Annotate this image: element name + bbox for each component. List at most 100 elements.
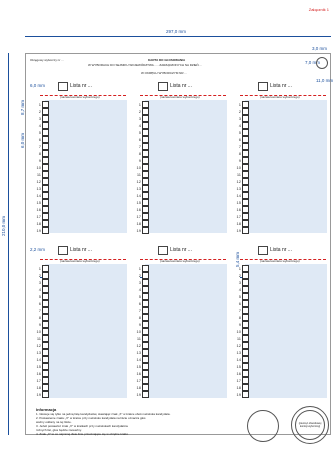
candidate-checkbox[interactable] xyxy=(142,108,149,115)
candidate-checkbox[interactable] xyxy=(142,265,149,272)
candidate-checkbox[interactable] xyxy=(142,384,149,391)
candidate-checkbox[interactable] xyxy=(42,171,49,178)
candidate-checkbox[interactable] xyxy=(42,356,49,363)
candidate-checkbox[interactable] xyxy=(242,101,249,108)
candidate-checkbox[interactable] xyxy=(42,122,49,129)
candidate-checkbox[interactable] xyxy=(142,363,149,370)
candidate-checkbox[interactable] xyxy=(142,370,149,377)
candidate-checkbox[interactable] xyxy=(142,293,149,300)
candidate-checkbox[interactable] xyxy=(242,206,249,213)
candidate-checkbox[interactable] xyxy=(142,136,149,143)
candidate-checkbox[interactable] xyxy=(242,293,249,300)
candidate-checkbox[interactable] xyxy=(142,101,149,108)
candidate-checkbox[interactable] xyxy=(242,342,249,349)
candidate-checkbox[interactable] xyxy=(242,157,249,164)
candidate-checkbox[interactable] xyxy=(42,279,49,286)
candidate-checkbox[interactable] xyxy=(242,384,249,391)
candidate-checkbox[interactable] xyxy=(42,192,49,199)
candidate-checkbox[interactable] xyxy=(42,370,49,377)
candidate-checkbox[interactable] xyxy=(242,328,249,335)
candidate-checkbox[interactable] xyxy=(242,286,249,293)
candidate-checkbox[interactable] xyxy=(142,192,149,199)
candidate-checkbox[interactable] xyxy=(142,150,149,157)
candidate-checkbox[interactable] xyxy=(42,157,49,164)
candidate-checkbox[interactable] xyxy=(242,171,249,178)
candidate-checkbox[interactable] xyxy=(42,150,49,157)
candidate-checkbox[interactable] xyxy=(42,384,49,391)
candidate-checkbox[interactable] xyxy=(242,349,249,356)
candidate-checkbox[interactable] xyxy=(42,227,49,234)
candidate-checkbox[interactable] xyxy=(242,143,249,150)
candidate-checkbox[interactable] xyxy=(42,143,49,150)
candidate-checkbox[interactable] xyxy=(242,192,249,199)
candidate-checkbox[interactable] xyxy=(142,321,149,328)
candidate-checkbox[interactable] xyxy=(142,307,149,314)
candidate-checkbox[interactable] xyxy=(142,286,149,293)
candidate-checkbox[interactable] xyxy=(142,178,149,185)
candidate-checkbox[interactable] xyxy=(242,363,249,370)
candidate-checkbox[interactable] xyxy=(242,122,249,129)
candidate-checkbox[interactable] xyxy=(142,349,149,356)
candidate-checkbox[interactable] xyxy=(142,391,149,398)
candidate-checkbox[interactable] xyxy=(42,136,49,143)
list-box[interactable] xyxy=(58,82,68,91)
candidate-checkbox[interactable] xyxy=(42,178,49,185)
candidate-checkbox[interactable] xyxy=(142,314,149,321)
candidate-checkbox[interactable] xyxy=(142,129,149,136)
candidate-checkbox[interactable] xyxy=(42,185,49,192)
candidate-checkbox[interactable] xyxy=(242,300,249,307)
candidate-checkbox[interactable] xyxy=(242,115,249,122)
candidate-checkbox[interactable] xyxy=(142,335,149,342)
candidate-checkbox[interactable] xyxy=(242,129,249,136)
candidate-checkbox[interactable] xyxy=(242,307,249,314)
candidate-checkbox[interactable] xyxy=(242,220,249,227)
candidate-checkbox[interactable] xyxy=(242,265,249,272)
candidate-checkbox[interactable] xyxy=(142,171,149,178)
candidate-checkbox[interactable] xyxy=(42,220,49,227)
candidate-checkbox[interactable] xyxy=(42,199,49,206)
candidate-checkbox[interactable] xyxy=(142,157,149,164)
candidate-checkbox[interactable] xyxy=(42,321,49,328)
candidate-checkbox[interactable] xyxy=(142,272,149,279)
candidate-checkbox[interactable] xyxy=(242,314,249,321)
candidate-checkbox[interactable] xyxy=(242,335,249,342)
candidate-checkbox[interactable] xyxy=(242,279,249,286)
candidate-checkbox[interactable] xyxy=(142,328,149,335)
candidate-checkbox[interactable] xyxy=(142,122,149,129)
candidate-checkbox[interactable] xyxy=(142,115,149,122)
candidate-checkbox[interactable] xyxy=(42,363,49,370)
candidate-checkbox[interactable] xyxy=(42,213,49,220)
list-box[interactable] xyxy=(158,82,168,91)
candidate-checkbox[interactable] xyxy=(42,300,49,307)
candidate-checkbox[interactable] xyxy=(242,321,249,328)
list-box[interactable] xyxy=(58,246,68,255)
candidate-checkbox[interactable] xyxy=(42,293,49,300)
candidate-checkbox[interactable] xyxy=(242,356,249,363)
candidate-checkbox[interactable] xyxy=(242,377,249,384)
candidate-checkbox[interactable] xyxy=(142,279,149,286)
candidate-checkbox[interactable] xyxy=(42,129,49,136)
candidate-checkbox[interactable] xyxy=(242,370,249,377)
candidate-checkbox[interactable] xyxy=(142,185,149,192)
candidate-checkbox[interactable] xyxy=(142,342,149,349)
candidate-checkbox[interactable] xyxy=(42,115,49,122)
candidate-checkbox[interactable] xyxy=(142,164,149,171)
candidate-checkbox[interactable] xyxy=(142,199,149,206)
candidate-checkbox[interactable] xyxy=(242,199,249,206)
candidate-checkbox[interactable] xyxy=(142,227,149,234)
candidate-checkbox[interactable] xyxy=(242,150,249,157)
candidate-checkbox[interactable] xyxy=(142,356,149,363)
candidate-checkbox[interactable] xyxy=(242,185,249,192)
candidate-checkbox[interactable] xyxy=(142,213,149,220)
candidate-checkbox[interactable] xyxy=(242,391,249,398)
candidate-checkbox[interactable] xyxy=(42,101,49,108)
list-box[interactable] xyxy=(158,246,168,255)
candidate-checkbox[interactable] xyxy=(242,164,249,171)
candidate-checkbox[interactable] xyxy=(42,206,49,213)
candidate-checkbox[interactable] xyxy=(42,377,49,384)
candidate-checkbox[interactable] xyxy=(42,391,49,398)
candidate-checkbox[interactable] xyxy=(142,143,149,150)
candidate-checkbox[interactable] xyxy=(42,335,49,342)
candidate-checkbox[interactable] xyxy=(42,265,49,272)
candidate-checkbox[interactable] xyxy=(42,349,49,356)
